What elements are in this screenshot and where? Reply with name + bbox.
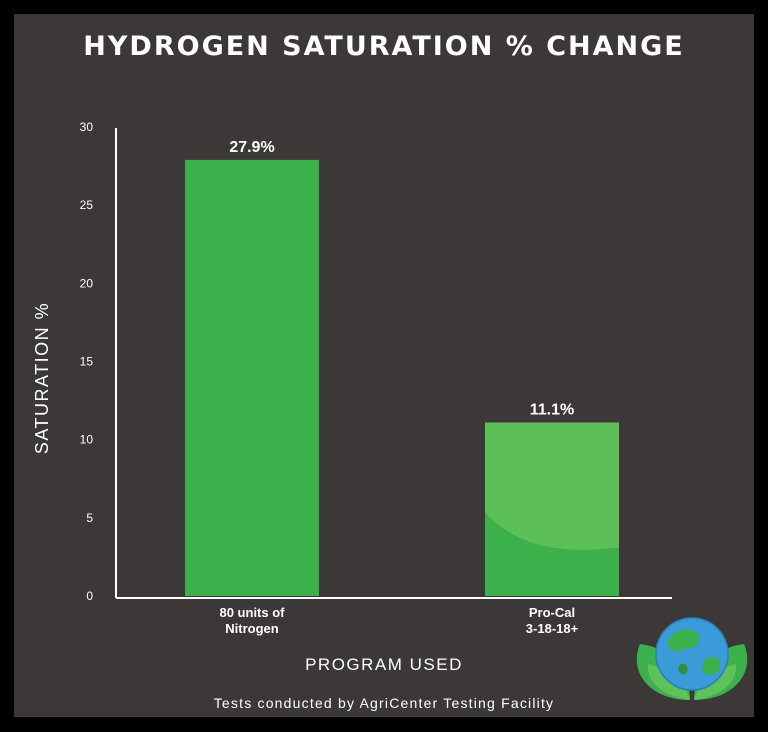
- bar-shade: [485, 512, 619, 596]
- y-tick-label: 15: [80, 355, 94, 369]
- bars: [185, 159, 619, 596]
- bar: [185, 159, 319, 596]
- chart-title: HYDROGEN SATURATION % CHANGE: [83, 31, 684, 62]
- y-tick-label: 25: [80, 198, 94, 212]
- y-tick-label: 0: [86, 589, 93, 603]
- y-axis-ticks: 0 5 10 15 20 25 30: [80, 120, 94, 603]
- y-tick-label: 5: [86, 511, 93, 525]
- y-tick-label: 20: [80, 276, 94, 290]
- category-label: Nitrogen: [225, 621, 279, 636]
- data-labels: 27.9% 11.1%: [229, 139, 574, 419]
- category-label: 80 units of: [219, 605, 285, 620]
- category-label: 3-18-18+: [526, 621, 579, 636]
- bar-value-label: 11.1%: [530, 401, 574, 418]
- chart-panel: [14, 14, 754, 717]
- y-tick-label: 10: [80, 433, 94, 447]
- y-axis-label: SATURATION %: [32, 302, 52, 454]
- category-label: Pro-Cal: [529, 605, 575, 620]
- globe-leaves-logo: [636, 617, 748, 700]
- y-tick-label: 30: [80, 120, 94, 134]
- x-axis-label: PROGRAM USED: [305, 655, 463, 674]
- footer-note: Tests conducted by AgriCenter Testing Fa…: [214, 695, 555, 711]
- bar-value-label: 27.9%: [229, 139, 274, 156]
